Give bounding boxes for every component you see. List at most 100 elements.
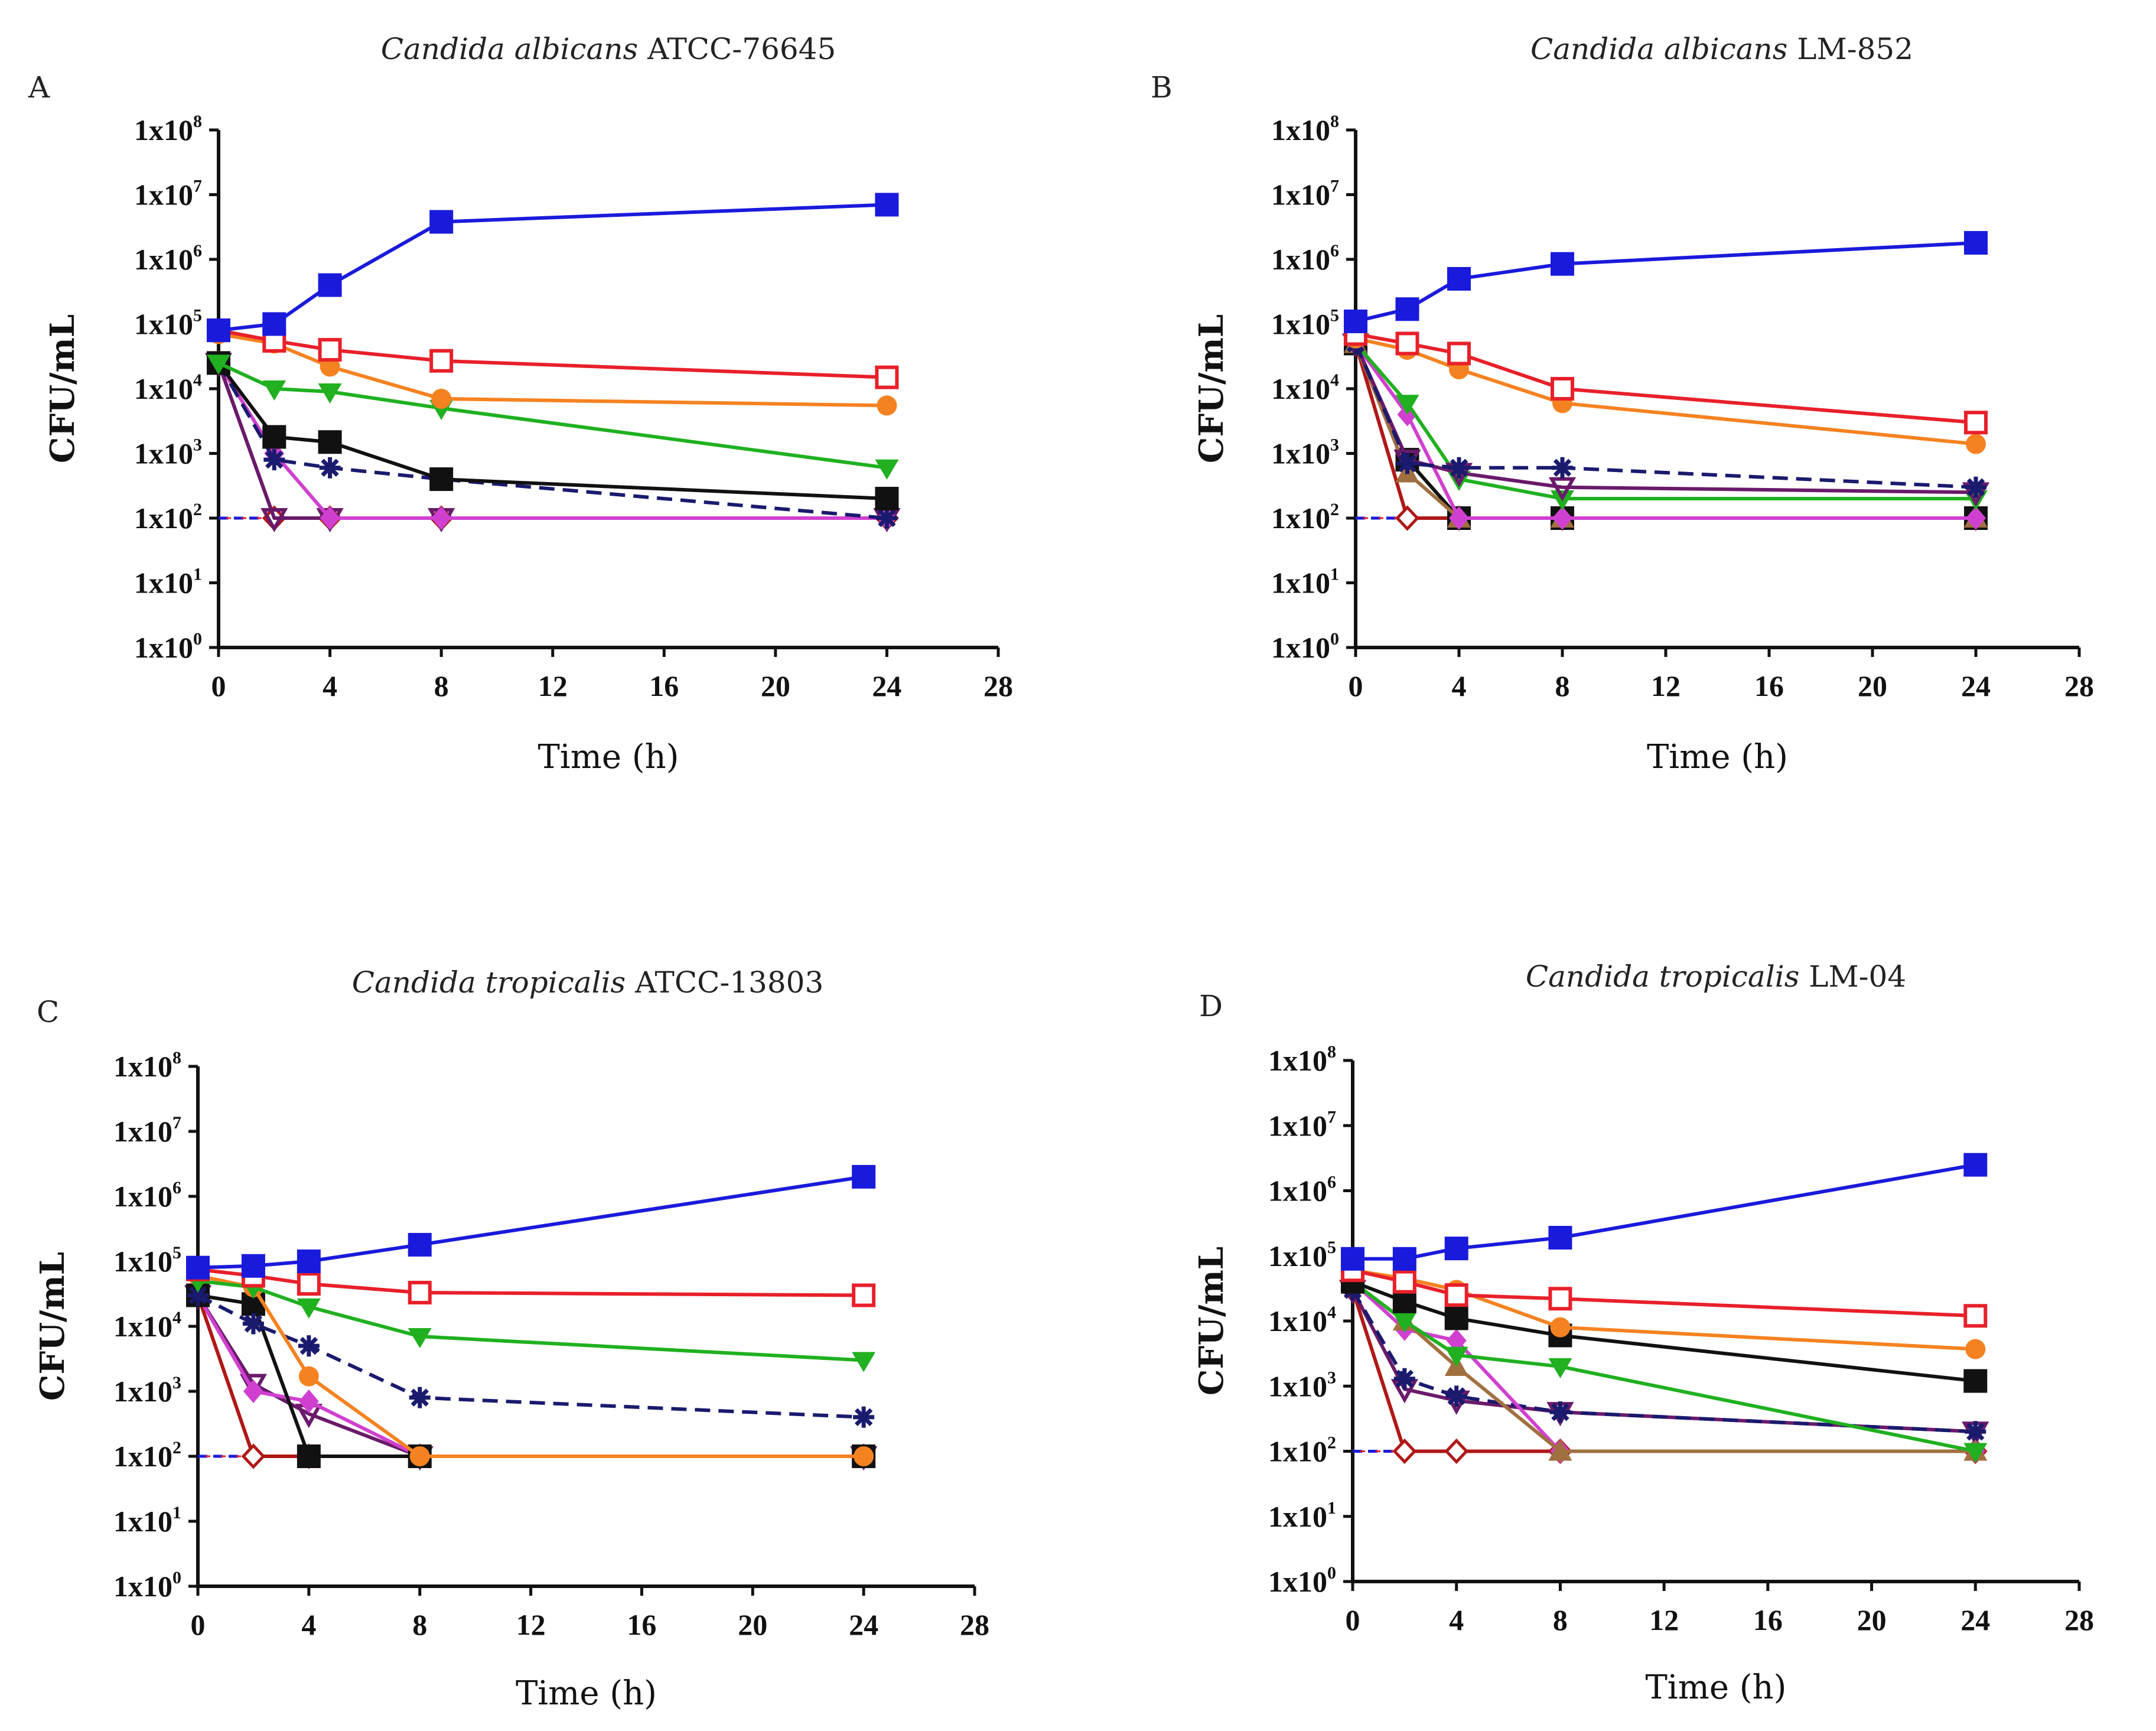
y-tick-base: 1x10 (134, 502, 193, 535)
series-line (197, 1293, 864, 1458)
y-tick-label: 1x105 (113, 1243, 181, 1278)
x-tick-label: 28 (2064, 1603, 2094, 1636)
data-point (1965, 1421, 1986, 1443)
data-point (1963, 1443, 1988, 1463)
y-tick-label: 1x100 (1271, 629, 1339, 664)
y-tick-base: 1x10 (1268, 1500, 1327, 1533)
y-tick-base: 1x10 (1268, 1174, 1327, 1208)
y-tick-label: 1x105 (1271, 306, 1339, 341)
x-tick-label: 20 (1858, 669, 1887, 702)
y-tick-label: 1x101 (134, 565, 202, 600)
y-tick-exponent: 5 (1330, 306, 1339, 326)
data-point (186, 1255, 210, 1280)
data-point (1395, 331, 1419, 356)
data-point (262, 312, 286, 336)
y-tick-base: 1x10 (134, 567, 193, 600)
y-tick-exponent: 6 (193, 241, 202, 261)
y-tick-label: 1x106 (1268, 1173, 1336, 1208)
data-point (431, 506, 452, 530)
panel-letter: D (1199, 989, 1223, 1023)
y-tick-exponent: 1 (1327, 1498, 1336, 1518)
data-point (1396, 453, 1418, 474)
series-control (186, 1164, 876, 1280)
data-point (852, 1164, 876, 1189)
data-point (1392, 1438, 1417, 1465)
y-axis-label: CFU/mL (33, 1252, 72, 1401)
y-tick-exponent: 1 (193, 565, 202, 584)
y-axis-label: CFU/mL (1192, 314, 1231, 463)
title-strain: LM-04 (1799, 959, 1906, 994)
data-point (241, 1443, 266, 1469)
data-point (875, 459, 899, 480)
data-point (1392, 1270, 1416, 1294)
y-tick-base: 1x10 (1268, 1435, 1327, 1468)
y-tick-exponent: 7 (172, 1113, 181, 1133)
y-tick-label: 1x108 (1268, 1042, 1336, 1077)
y-tick-exponent: 4 (1327, 1303, 1336, 1322)
y-tick-exponent: 5 (1327, 1238, 1336, 1257)
data-point (875, 365, 899, 389)
data-point (319, 457, 341, 479)
x-tick-label: 16 (1753, 1603, 1783, 1636)
y-tick-label: 1x106 (134, 241, 202, 276)
y-tick-base: 1x10 (134, 178, 193, 212)
data-point (431, 388, 452, 409)
series-series-black-square (1341, 1270, 1988, 1393)
x-tick-label: 4 (323, 669, 337, 702)
series-series-red-open-square (186, 1257, 876, 1307)
x-tick-label: 4 (1449, 1603, 1464, 1636)
chart-title: Candida albicans LM-852 (1530, 32, 1913, 66)
y-tick-exponent: 8 (1330, 112, 1339, 131)
data-point (1964, 231, 1988, 255)
y-tick-exponent: 6 (172, 1178, 181, 1198)
data-point (1444, 1306, 1468, 1330)
y-tick-base: 1x10 (134, 437, 193, 470)
x-tick-label: 12 (1649, 1603, 1679, 1636)
y-tick-base: 1x10 (1271, 113, 1330, 147)
y-tick-label: 1x101 (113, 1503, 181, 1538)
y-tick-exponent: 0 (172, 1568, 181, 1587)
y-axis-label: CFU/mL (43, 314, 82, 463)
y-tick-label: 1x100 (134, 629, 202, 664)
x-tick-label: 4 (301, 1608, 316, 1641)
y-tick-exponent: 7 (1327, 1107, 1336, 1127)
y-tick-base: 1x10 (1271, 631, 1330, 664)
series-series-purple-triangle (1341, 333, 1990, 507)
data-point (1966, 506, 1986, 530)
x-axis-label: Time (h) (538, 738, 679, 776)
data-point (408, 1328, 432, 1349)
y-tick-exponent: 6 (1327, 1173, 1336, 1192)
series-series-navy-star-dashed (187, 1284, 875, 1428)
data-point (241, 1254, 265, 1278)
data-point (409, 1387, 431, 1408)
data-point (875, 487, 899, 511)
data-point (1963, 1153, 1988, 1177)
x-tick-label: 16 (1754, 669, 1784, 702)
data-point (297, 1272, 321, 1296)
y-tick-exponent: 5 (172, 1243, 181, 1263)
x-tick-label: 20 (738, 1608, 767, 1641)
y-tick-label: 1x107 (134, 177, 202, 212)
x-tick-label: 0 (1349, 669, 1363, 702)
x-tick-label: 20 (1857, 1603, 1887, 1636)
data-point (1393, 1368, 1415, 1390)
y-tick-base: 1x10 (1268, 1304, 1327, 1338)
data-point (320, 506, 340, 530)
y-tick-label: 1x108 (113, 1048, 181, 1083)
y-tick-exponent: 4 (172, 1308, 181, 1327)
y-tick-exponent: 8 (172, 1048, 181, 1068)
data-point (207, 318, 230, 343)
data-point (297, 1444, 321, 1468)
data-point (1444, 1237, 1468, 1261)
panel-letter: A (28, 70, 50, 105)
data-point (1448, 457, 1470, 479)
data-point (1444, 1438, 1469, 1465)
y-tick-exponent: 3 (1330, 435, 1339, 455)
y-tick-label: 1x107 (1268, 1107, 1336, 1142)
data-point (1548, 1287, 1572, 1311)
data-point (1395, 395, 1419, 415)
series-control (207, 193, 899, 343)
y-tick-base: 1x10 (1268, 1369, 1327, 1403)
title-strain: ATCC-13803 (626, 965, 823, 1000)
